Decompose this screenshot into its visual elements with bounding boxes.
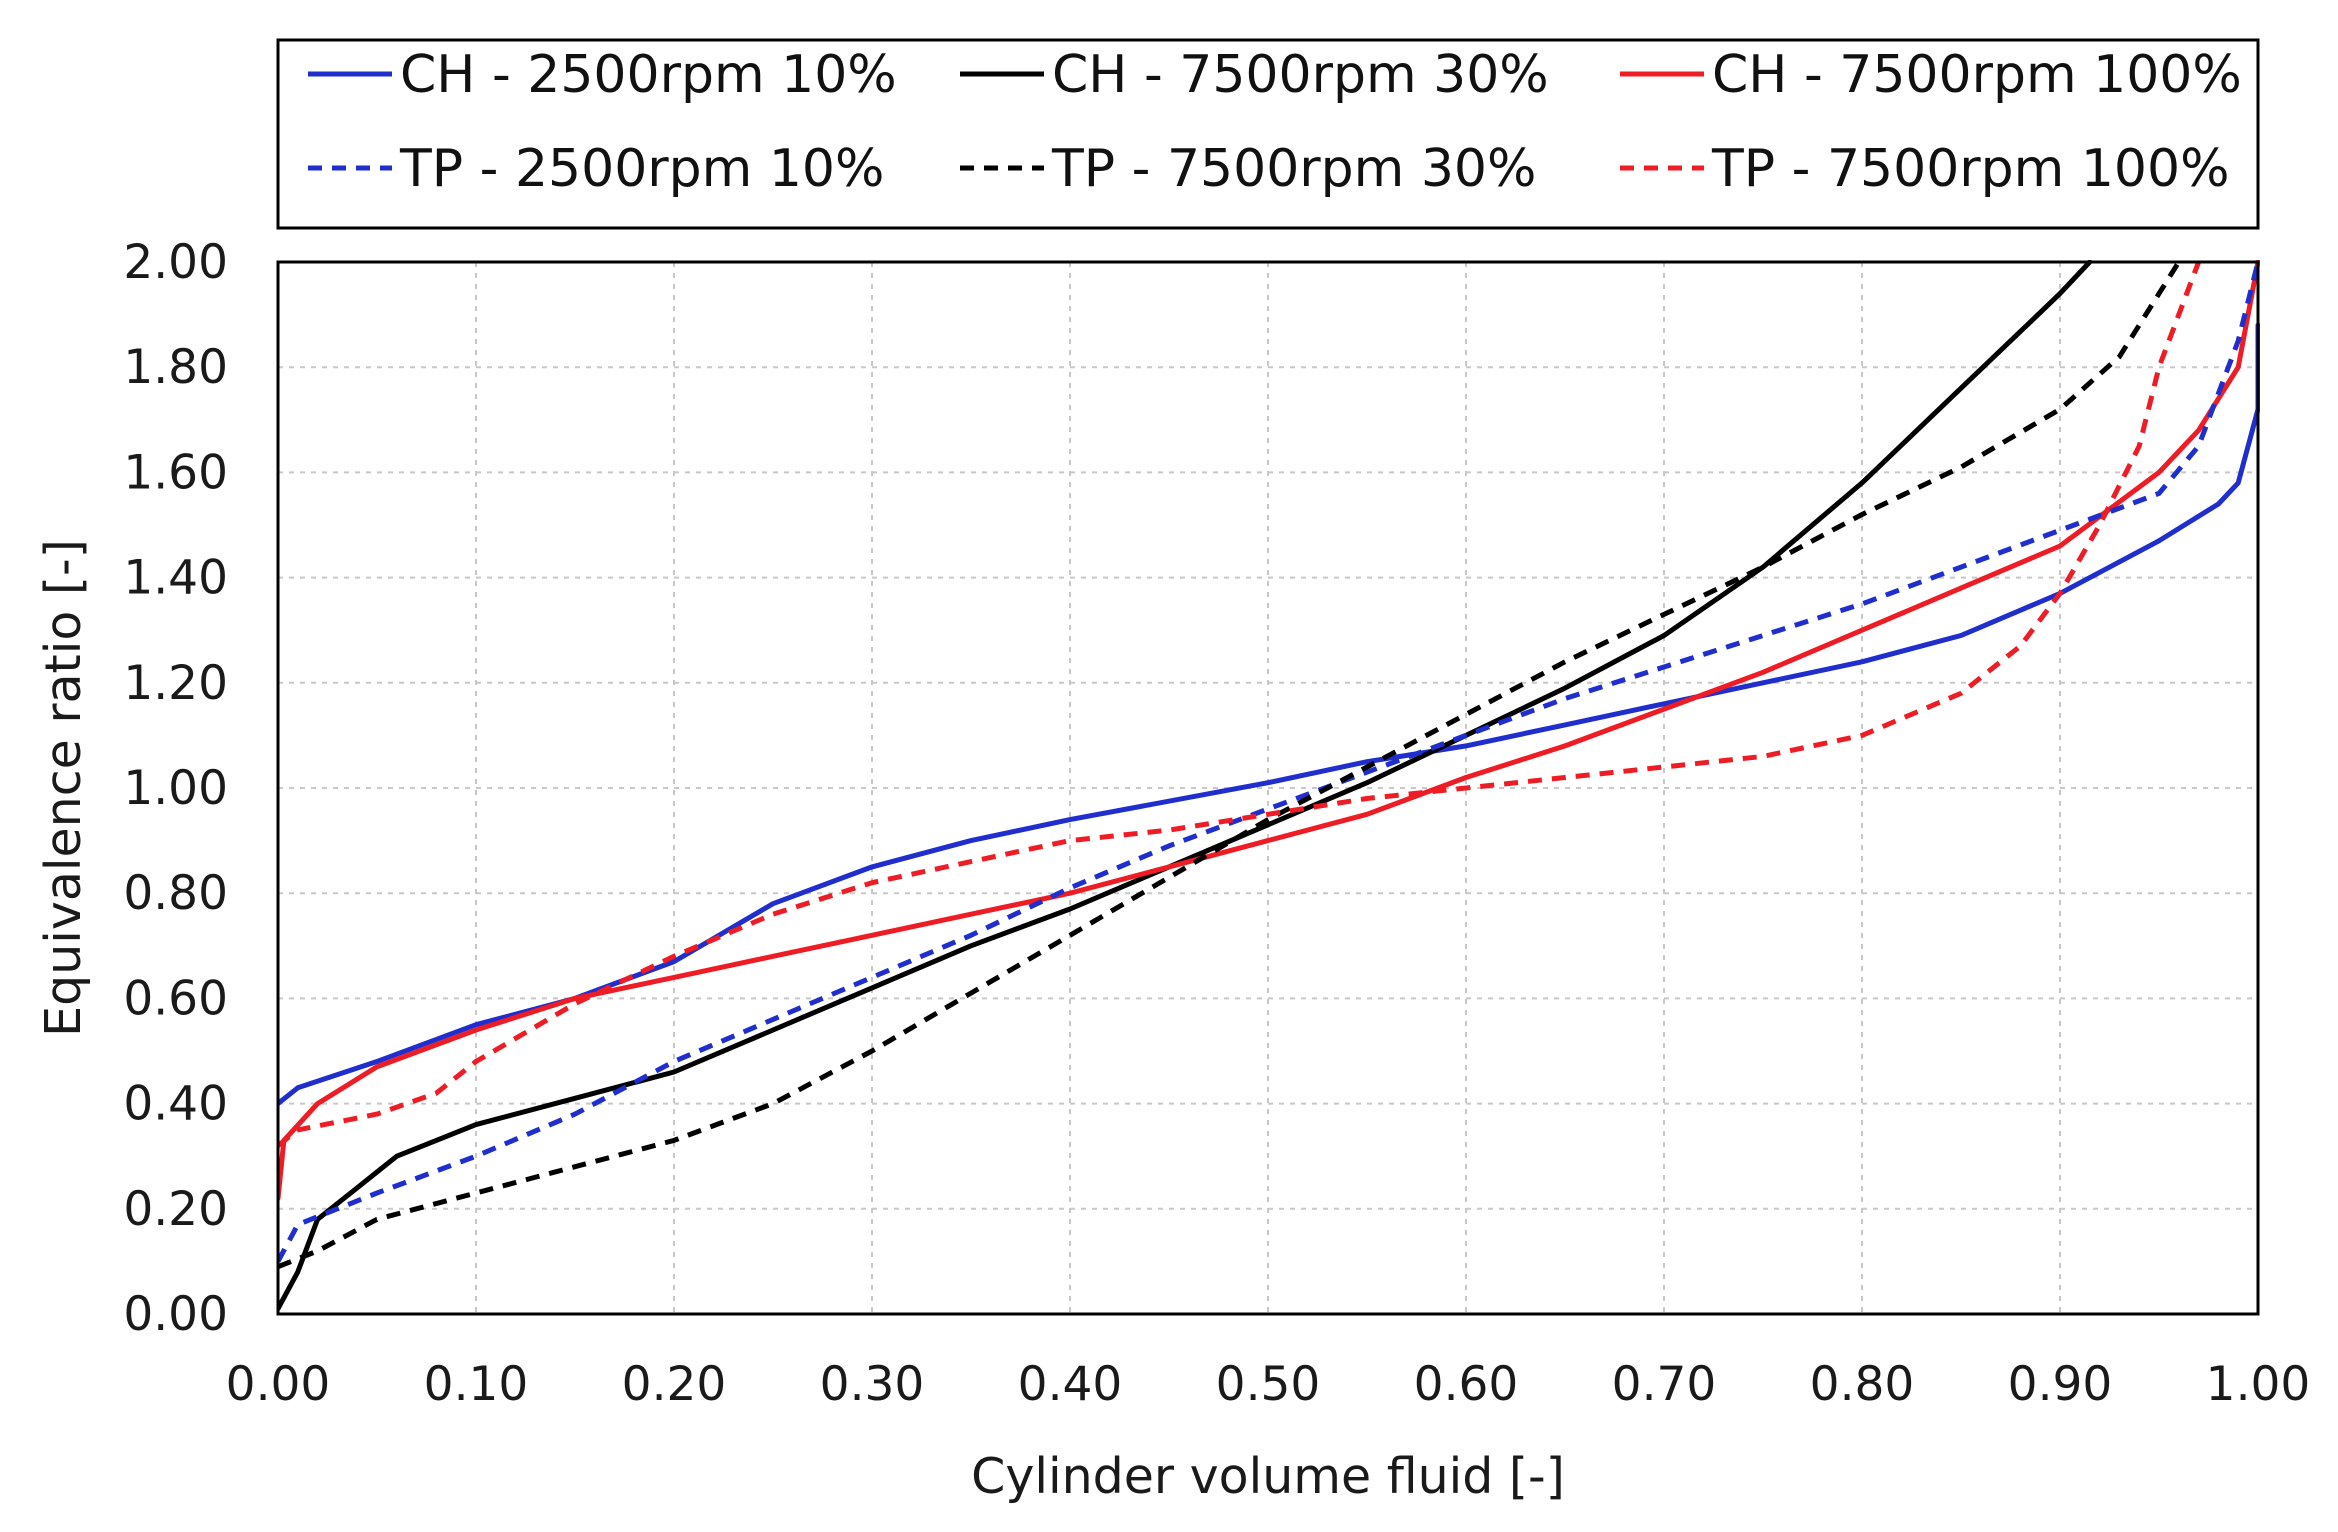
legend-label: CH - 2500rpm 10%	[400, 45, 897, 105]
x-tick-label: 0.80	[1810, 1357, 1915, 1412]
y-tick-label: 1.40	[123, 551, 228, 606]
y-tick-label: 2.00	[123, 235, 228, 290]
legend: CH - 2500rpm 10% CH - 7500rpm 30% CH - 750…	[276, 38, 2260, 230]
x-tick-label: 0.60	[1414, 1357, 1519, 1412]
y-tick-label: 1.00	[123, 761, 228, 816]
x-axis-ticks: 0.00 0.10 0.20 0.30 0.40 0.50 0.60 0.70 0.80 0.90…	[226, 1357, 2311, 1412]
y-tick-label: 0.80	[123, 866, 228, 921]
y-tick-label: 0.20	[123, 1182, 228, 1237]
series-line-3	[278, 260, 2260, 1201]
x-tick-label: 0.10	[424, 1357, 529, 1412]
series-line-6	[278, 261, 2201, 1148]
y-tick-label: 0.40	[123, 1077, 228, 1132]
x-tick-label: 0.40	[1018, 1357, 1123, 1412]
y-axis-title: Equivalence ratio [-]	[35, 539, 92, 1037]
legend-label: CH - 7500rpm 30%	[1052, 45, 1549, 105]
legend-box	[276, 38, 2260, 230]
y-axis-ticks: 0.00 0.20 0.40 0.60 0.80 1.00 1.20 1.40 1.60 1.80…	[123, 235, 228, 1342]
series-line-2	[278, 260, 2093, 1312]
series-lines	[278, 260, 2260, 1312]
y-tick-label: 0.60	[123, 971, 228, 1026]
plot-area-border	[276, 260, 2260, 1316]
legend-label: TP - 2500rpm 10%	[399, 139, 884, 199]
y-tick-label: 1.80	[123, 340, 228, 395]
x-axis-title: Cylinder volume fluid [-]	[971, 1448, 1565, 1505]
x-tick-label: 0.20	[622, 1357, 727, 1412]
legend-label: TP - 7500rpm 30%	[1051, 139, 1536, 199]
x-tick-label: 0.50	[1216, 1357, 1321, 1412]
grid	[278, 262, 2258, 1314]
series-line-5	[278, 260, 2181, 1270]
legend-label: TP - 7500rpm 100%	[1711, 139, 2230, 199]
x-tick-label: 0.00	[226, 1357, 331, 1412]
series-line-4	[278, 261, 2260, 1263]
x-tick-label: 0.90	[2008, 1357, 2113, 1412]
y-tick-label: 1.20	[123, 656, 228, 711]
x-tick-label: 0.30	[820, 1357, 925, 1412]
x-tick-label: 0.70	[1612, 1357, 1717, 1412]
x-tick-label: 1.00	[2206, 1357, 2311, 1412]
y-tick-label: 0.00	[123, 1287, 228, 1342]
legend-label: CH - 7500rpm 100%	[1712, 45, 2242, 105]
y-tick-label: 1.60	[123, 445, 228, 500]
